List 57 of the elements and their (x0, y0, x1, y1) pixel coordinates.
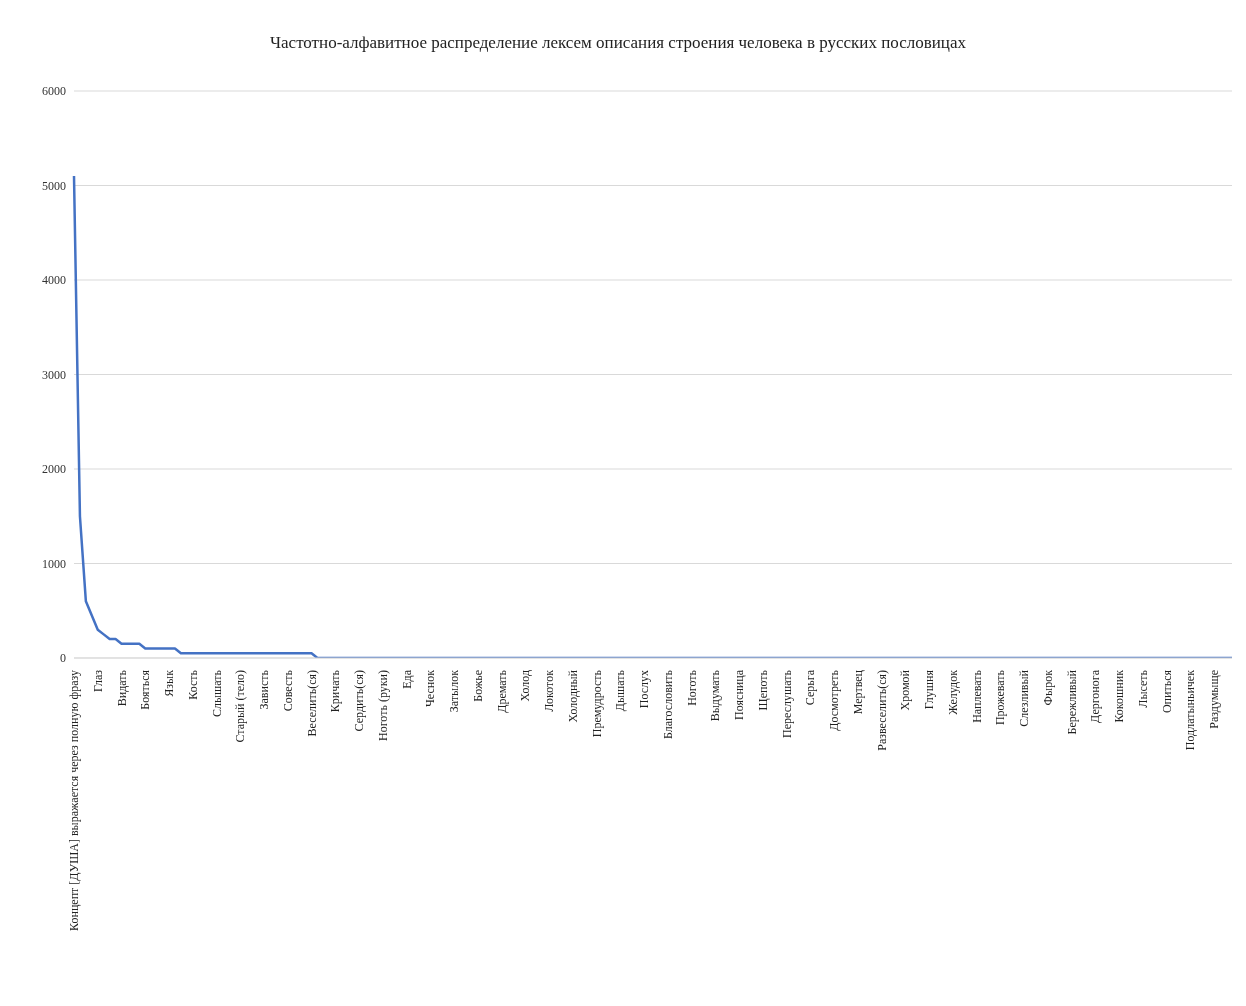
y-tick-label: 4000 (42, 273, 66, 288)
x-tick-label: Слышать (209, 669, 224, 718)
x-tick-label: Хромой (898, 669, 913, 711)
x-tick-label: Сердить(ся) (352, 670, 367, 732)
x-tick-label: Глаз (90, 669, 105, 693)
x-tick-label: Бояться (138, 669, 153, 710)
x-tick-label: Ноготь (руки) (375, 670, 390, 741)
x-tick-label: Зависть (257, 669, 272, 710)
x-tick-label: Чеснок (423, 669, 438, 708)
x-tick-label: Холод (518, 670, 533, 702)
x-tick-label: Серьга (803, 669, 818, 706)
x-tick-label: Дергонога (1088, 669, 1103, 723)
x-tick-label: Прожевать (993, 669, 1008, 726)
x-tick-label: Язык (162, 669, 177, 697)
x-tick-label: Старый (тело) (233, 670, 248, 743)
y-tick-label: 0 (60, 651, 66, 666)
x-tick-label: Концепт [ДУША] выражается через полную фразу (67, 670, 81, 931)
y-tick-label: 6000 (42, 84, 66, 99)
x-tick-label: Досмотреть (827, 669, 842, 731)
x-tick-label: Наплевать (969, 669, 984, 723)
x-tick-label: Видать (114, 669, 129, 707)
x-tick-label: Выдумать (708, 669, 723, 722)
x-tick-label: Еда (399, 669, 414, 689)
x-tick-label: Совесть (280, 669, 295, 712)
y-tick-label: 1000 (42, 556, 66, 571)
x-tick-label: Послух (637, 670, 652, 709)
x-tick-label: Поясница (732, 669, 747, 720)
x-tick-label: Дремать (494, 669, 509, 713)
x-tick-label: Локоток (542, 669, 557, 712)
x-tick-label: Подлатыньичек (1183, 669, 1198, 751)
x-tick-label: Раздумыще (1207, 670, 1222, 729)
x-tick-label: Дышать (613, 669, 628, 712)
x-tick-label: Лысеть (1135, 669, 1150, 708)
x-tick-label: Желудок (945, 669, 960, 715)
x-tick-label: Переслушать (779, 669, 794, 738)
x-tick-label: Бережливый (1064, 669, 1079, 735)
x-tick-label: Мертвец (850, 669, 865, 715)
x-tick-label: Слезливый (1017, 669, 1032, 727)
y-tick-label: 5000 (42, 178, 66, 193)
x-tick-label: Фырок (1040, 669, 1055, 706)
x-tick-label: Глушня (922, 669, 937, 710)
x-tick-label: Премудрость (589, 669, 604, 738)
x-tick-label: Веселить(ся) (304, 670, 319, 737)
y-tick-label: 2000 (42, 462, 66, 477)
x-tick-label: Затылок (447, 669, 462, 713)
x-tick-label: Щепоть (755, 669, 770, 711)
y-tick-label: 3000 (42, 367, 66, 382)
x-tick-label: Божье (470, 670, 485, 702)
x-tick-label: Развеселить(ся) (874, 670, 889, 751)
x-tick-label: Ноготь (684, 669, 699, 706)
x-tick-label: Холодный (565, 669, 580, 723)
x-tick-label: Благословить (660, 669, 675, 740)
x-tick-label: Кричать (328, 669, 343, 713)
x-tick-label: Кокошник (1112, 669, 1127, 723)
x-tick-label: Опиться (1159, 669, 1174, 714)
chart-title: Частотно-алфавитное распределение лексем описания строения человека в русских пословицах (269, 32, 967, 54)
x-tick-label: Кость (185, 669, 200, 700)
